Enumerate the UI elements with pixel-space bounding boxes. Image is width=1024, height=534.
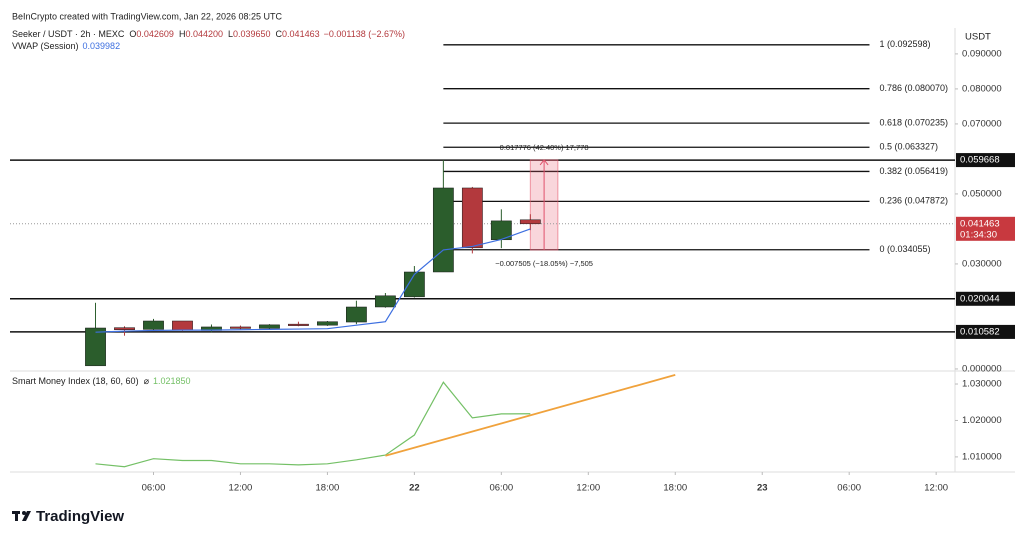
x-tick-label: 18:00 <box>316 483 340 494</box>
indicator-line <box>95 381 531 468</box>
fib-label: 0.382 (0.056419) <box>879 166 948 176</box>
ohlc-value: 0.044200 <box>185 29 223 39</box>
unit: USDT <box>965 32 991 43</box>
x-tick-label: 12:00 <box>924 483 948 494</box>
y-tick-label: 0.090000 <box>962 48 1002 59</box>
price-label-box <box>956 324 1015 339</box>
last-price-label: 0.041463 <box>960 218 1000 229</box>
logo-text: TradingView <box>36 508 124 525</box>
y-tick-label: 0.050000 <box>962 188 1002 199</box>
price-label: 0.010582 <box>960 326 1000 337</box>
candle-body <box>519 219 541 225</box>
candle-body <box>259 324 280 329</box>
x-tick-label: 23 <box>757 483 768 494</box>
price-label: 0.059668 <box>960 155 1000 166</box>
ohlc-value: 0.042609 <box>136 29 174 39</box>
candle-body <box>230 326 251 329</box>
candle-body <box>317 321 338 326</box>
change: −0.001138 (−2.67%) <box>324 29 405 39</box>
indicator-symbol: ⌀ <box>144 376 150 386</box>
ohlc-value: 0.041463 <box>282 29 320 39</box>
x-tick-label: 22 <box>409 483 420 494</box>
countdown: 01:34:30 <box>960 229 997 240</box>
x-tick-label: 06:00 <box>489 483 513 494</box>
price-label-box <box>956 153 1015 168</box>
vwap-value: 0.039982 <box>83 41 121 51</box>
candle-body <box>374 295 396 308</box>
symbol-legend: Seeker / USDT · 2h · MEXC O0.042609 H0.044… <box>12 29 405 39</box>
y2-tick-label: 1.010000 <box>962 451 1002 462</box>
indicator-value: 1.021850 <box>153 376 191 386</box>
vwap-legend: VWAP (Session) 0.039982 <box>12 41 120 51</box>
fib-label: 0.786 (0.080070) <box>879 83 948 93</box>
ohlc-value: 0.039650 <box>233 29 271 39</box>
y2-tick-label: 1.020000 <box>962 415 1002 426</box>
x-tick-label: 12:00 <box>576 483 600 494</box>
y-tick-label: 0.070000 <box>962 118 1002 129</box>
candle-body <box>172 320 193 331</box>
candle-body <box>403 271 425 298</box>
y-tick-label: 0.080000 <box>962 83 1002 94</box>
candle-body <box>288 323 309 326</box>
ohlc-key: C <box>276 29 283 39</box>
fib-label: 0 (0.034055) <box>879 244 930 254</box>
indicator-legend: Smart Money Index (18, 60, 60) ⌀ 1.021850 <box>12 376 191 386</box>
symbol-title: Seeker / USDT · 2h · MEXC <box>12 29 125 39</box>
vwap-line <box>95 228 531 333</box>
price-label-box <box>956 291 1015 306</box>
ohlc-key: L <box>228 29 233 39</box>
x-tick-label: 12:00 <box>229 483 253 494</box>
last-price-box <box>956 216 1015 241</box>
y2-tick-label: 1.030000 <box>962 379 1002 390</box>
candle-body <box>114 327 135 330</box>
fib-label: 0.5 (0.063327) <box>879 142 938 152</box>
candle-body <box>143 320 164 330</box>
measure-arrowhead <box>539 159 549 166</box>
measure-top-label: 0.017776 (42.40%) 17,778 <box>500 143 589 152</box>
vwap-name: VWAP (Session) <box>12 41 79 51</box>
measure-bottom-label: −0.007505 (−18.05%) −7,505 <box>495 259 593 268</box>
fib-label: 1 (0.092598) <box>879 39 930 49</box>
ohlc-key: O <box>129 29 136 39</box>
candle-body <box>432 187 454 273</box>
x-tick-label: 06:00 <box>837 483 861 494</box>
attribution: BeInCrypto created with TradingView.com,… <box>12 11 282 21</box>
price-label: 0.020044 <box>960 293 1000 304</box>
logo-icon <box>12 511 31 521</box>
candle-body <box>85 327 106 367</box>
x-tick-label: 18:00 <box>663 483 687 494</box>
trendline <box>385 374 676 457</box>
indicator-name: Smart Money Index (18, 60, 60) <box>12 376 139 386</box>
y-tick-label: 0.030000 <box>962 258 1002 269</box>
ohlc-key: H <box>179 29 186 39</box>
y-tick-label: 0.000000 <box>962 363 1002 374</box>
fib-label: 0.236 (0.047872) <box>879 196 948 206</box>
candle-body <box>461 187 483 249</box>
candle-body <box>346 306 367 323</box>
fib-label: 0.618 (0.070235) <box>879 117 948 127</box>
x-tick-label: 06:00 <box>142 483 166 494</box>
